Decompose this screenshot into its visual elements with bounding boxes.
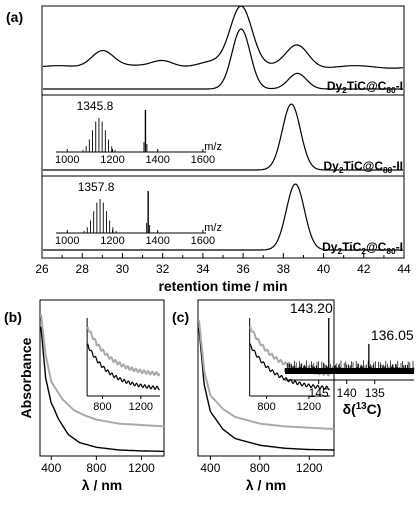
uv-c-spectrum xyxy=(198,319,335,431)
uv-b-spectrum xyxy=(39,313,165,428)
panel-label-b: (b) xyxy=(4,309,22,325)
uv-c-frame xyxy=(197,299,335,457)
x-tick-label: 32 xyxy=(156,262,170,276)
ms-tick-label: 1200 xyxy=(100,154,124,166)
uv-b-tick-label: 400 xyxy=(41,461,61,475)
trace-label: Dy2TiC@C80-I xyxy=(327,79,403,95)
ms-tick-label: 1400 xyxy=(145,235,169,247)
trace-label-part: Dy xyxy=(322,240,338,254)
uv-c-tick-label: 800 xyxy=(250,461,270,475)
trace-label-part: TiC@C xyxy=(347,79,387,93)
trace-label-part: 2 xyxy=(361,246,366,256)
ms-peak-label: 1357.8 xyxy=(78,180,115,194)
trace-label-part: -II xyxy=(392,159,403,173)
ms-axis-label: m/z xyxy=(204,222,222,234)
uv-b-inset-tick-label: 800 xyxy=(93,401,111,413)
trace-label-part: -I xyxy=(396,240,403,254)
x-tick-label: 38 xyxy=(277,262,291,276)
x-axis-label: retention time / min xyxy=(158,278,287,294)
chromatogram-trace xyxy=(42,5,404,69)
ms-tick-label: 1000 xyxy=(55,235,79,247)
trace-label-part: 2 xyxy=(339,165,344,175)
nmr-tick-label: 145 xyxy=(309,386,329,400)
uv-b-spectrum xyxy=(40,326,164,452)
nmr-peak-label: 143.20 xyxy=(290,300,333,316)
panel-label-a: (a) xyxy=(6,9,23,25)
uv-c-spectrum xyxy=(198,327,334,451)
ms-tick-label: 1200 xyxy=(100,235,124,247)
trace-label-part: Dy xyxy=(327,79,343,93)
uv-c-tick-label: 400 xyxy=(200,461,220,475)
x-tick-label: 30 xyxy=(116,262,130,276)
chromatogram-trace xyxy=(43,28,403,90)
trace-label-part: 80 xyxy=(383,165,393,175)
ms-peak-label: 1345.8 xyxy=(77,99,114,113)
panel-label-c: (c) xyxy=(172,309,189,325)
uv-b-inset-spectrum xyxy=(86,326,161,377)
nmr-x-label: δ(13C) xyxy=(343,401,382,417)
uv-b-tick-label: 800 xyxy=(86,461,106,475)
x-tick-label: 26 xyxy=(35,262,49,276)
trace-label-part: TiC xyxy=(342,240,361,254)
nmr-tick-label: 140 xyxy=(337,386,357,400)
chromatogram-frame xyxy=(41,5,405,259)
uv-b-inset-tick-label: 1200 xyxy=(129,401,153,413)
uv-b-inset-spectrum xyxy=(87,343,160,391)
chromatogram-trace xyxy=(43,183,403,251)
nmr-x-label-part: 13 xyxy=(356,401,367,412)
trace-label-part: @C xyxy=(366,240,387,254)
ms-tick-label: 1600 xyxy=(191,235,215,247)
uv-b-tick-label: 1200 xyxy=(128,461,155,475)
x-tick-label: 44 xyxy=(397,262,411,276)
trace-label: Dy2TiC@C80-II xyxy=(324,159,404,175)
x-tick-label: 28 xyxy=(76,262,90,276)
uv-c-inset-tick-label: 800 xyxy=(257,401,275,413)
uv-c-x-label: λ / nm xyxy=(246,477,286,493)
nmr-x-label-part: δ( xyxy=(343,401,356,417)
trace-label-part: 80 xyxy=(386,246,396,256)
nmr-tick-label: 135 xyxy=(365,386,385,400)
ms-axis-label: m/z xyxy=(204,141,222,153)
uv-b-frame xyxy=(39,299,165,457)
nmr-peak-label: 136.05 xyxy=(371,327,414,343)
uv-c-tick-label: 1200 xyxy=(296,461,323,475)
uv-b-y-label: Absorbance xyxy=(18,337,34,418)
trace-label-part: Dy xyxy=(324,159,340,173)
trace-label-part: -I xyxy=(396,79,403,93)
nmr-x-label-part: C) xyxy=(367,401,382,417)
uv-c-inset-tick-label: 1200 xyxy=(297,401,321,413)
x-tick-label: 40 xyxy=(317,262,331,276)
ms-tick-label: 1400 xyxy=(145,154,169,166)
x-tick-label: 42 xyxy=(357,262,371,276)
x-tick-label: 36 xyxy=(236,262,250,276)
trace-label-part: 2 xyxy=(342,85,347,95)
trace-label-part: 80 xyxy=(386,85,396,95)
trace-label-part: TiC@C xyxy=(344,159,384,173)
trace-label: Dy2TiC2@C80-I xyxy=(322,240,403,256)
x-tick-label: 34 xyxy=(196,262,210,276)
trace-label-part: 2 xyxy=(337,246,342,256)
uv-b-x-label: λ / nm xyxy=(82,477,122,493)
chromatogram-trace xyxy=(43,103,403,171)
ms-tick-label: 1600 xyxy=(191,154,215,166)
nmr-baseline-band xyxy=(285,368,414,374)
ms-tick-label: 1000 xyxy=(55,154,79,166)
